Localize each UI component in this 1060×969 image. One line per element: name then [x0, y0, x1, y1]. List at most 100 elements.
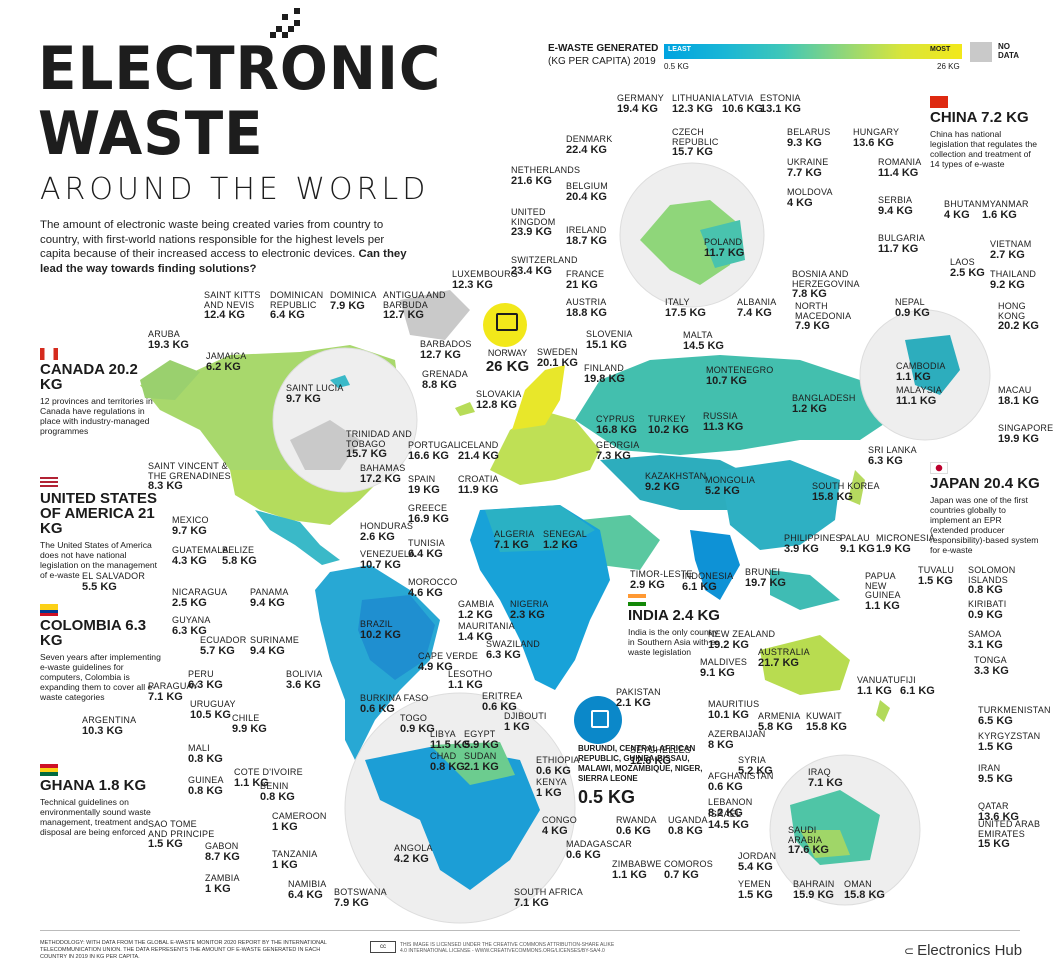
country-callout: ECUADOR 5.7 KG [200, 635, 246, 656]
country-value: 16.8 KG [596, 423, 637, 436]
country-name: LEBANON [708, 797, 753, 807]
country-callout: MADAGASCAR 0.6 KG [566, 839, 632, 860]
country-callout: CROATIA 11.9 KG [458, 474, 499, 495]
country-value: 0.6 KG [708, 780, 743, 793]
country-callout: BELGIUM 20.4 KG [566, 181, 608, 202]
country-value: 15 KG [978, 838, 1010, 850]
country-value: 7.9 KG [334, 896, 369, 909]
country-name: MACAU [998, 385, 1032, 395]
country-callout: VIETNAM 2.7 KG [990, 239, 1031, 260]
country-name: SLOVENIA [586, 329, 633, 339]
country-value: 20.2 KG [998, 320, 1039, 332]
country-name: IRELAND [566, 225, 607, 235]
country-name: CHAD [430, 751, 457, 761]
country-name: SENEGAL [543, 529, 587, 539]
country-value: 9.2 KG [990, 278, 1025, 291]
country-value: 7.4 KG [737, 306, 772, 319]
country-value: 8.2 KG [708, 806, 743, 819]
country-callout: GAMBIA 1.2 KG [458, 599, 495, 620]
country-callout: GUATEMALA 4.3 KG [172, 545, 229, 566]
country-value: 6.3 KG [172, 624, 207, 637]
country-name: GAMBIA [458, 599, 495, 609]
country-name: PANAMA [250, 587, 289, 597]
country-value: 13.1 KG [760, 102, 801, 115]
country-callout: SAINT LUCIA 9.7 KG [286, 383, 344, 404]
country-value: 14.5 KG [708, 818, 749, 831]
country-callout: UNITED KINGDOM 23.9 KG [511, 207, 555, 238]
country-value: 13.6 KG [853, 136, 894, 149]
country-name: JAMAICA [206, 351, 247, 361]
country-callout: VANUATU 1.1 KG [857, 675, 901, 696]
country-value: 18.7 KG [566, 234, 607, 247]
country-value: 15.8 KG [812, 490, 853, 503]
country-name: RWANDA [616, 815, 657, 825]
country-callout: PAKISTAN 2.1 KG [616, 687, 661, 708]
country-name: SWAZILAND [486, 639, 540, 649]
country-value: 9.2 KG [645, 480, 680, 493]
country-value: 4.6 KG [408, 586, 443, 599]
brand-name: Electronics Hub [917, 942, 1023, 959]
country-value: 7.1 KG [808, 776, 843, 789]
country-callout: BELARUS 9.3 KG [787, 127, 830, 148]
country-value: 7.1 KG [514, 896, 549, 909]
country-name: TURKMENISTAN [978, 705, 1051, 715]
map-new-zealand [876, 700, 890, 722]
country-callout: UNITED ARAB EMIRATES 15 KG [978, 819, 1040, 850]
country-name: COMOROS [664, 859, 713, 869]
country-name: ISRAEL [708, 809, 742, 819]
country-name: CAMBODIA [896, 361, 946, 371]
country-name: YEMEN [738, 879, 772, 889]
country-callout: MALDIVES 9.1 KG [700, 657, 748, 678]
country-value: 4 KG [787, 196, 813, 209]
country-value: 2.9 KG [630, 578, 665, 591]
country-name: ANGOLA [394, 843, 433, 853]
country-name: VANUATU [857, 675, 901, 685]
country-value: 12.6 KG [630, 754, 671, 767]
country-value: 20.1 KG [537, 356, 578, 369]
lowest-waste-bin-icon [591, 710, 609, 728]
country-value: 2.3 KG [510, 608, 545, 621]
country-name: SRI LANKA [868, 445, 917, 455]
country-callout: LESOTHO 1.1 KG [448, 669, 492, 690]
country-callout: AUSTRIA 18.8 KG [566, 297, 607, 318]
country-name: MALAYSIA [896, 385, 942, 395]
country-name: HUNGARY [853, 127, 900, 137]
country-value: 5.2 KG [705, 484, 740, 497]
country-value: 19.7 KG [745, 576, 786, 589]
map-china [720, 460, 840, 550]
country-callout: KUWAIT 15.8 KG [806, 711, 847, 732]
country-name: MOROCCO [408, 577, 458, 587]
country-value: 6.3 KG [486, 648, 521, 661]
map-se-asia [770, 570, 840, 610]
country-name: SOLOMON ISLANDS [968, 565, 1016, 585]
country-name: SYRIA [738, 755, 767, 765]
country-value: 15.8 KG [844, 888, 885, 901]
legend-most: MOST [930, 46, 951, 53]
country-value: 4.9 KG [418, 660, 453, 673]
country-name: NEW ZEALAND [708, 629, 776, 639]
country-callout: DJIBOUTI 1 KG [504, 711, 547, 732]
country-name: AZERBAIJAN [708, 729, 766, 739]
country-name: SLOVAKIA [476, 389, 522, 399]
country-name: DOMINICAN REPUBLIC [270, 290, 324, 310]
country-name: MALDIVES [700, 657, 748, 667]
country-value: 1 KG [272, 858, 298, 871]
country-value: 15.7 KG [672, 146, 713, 158]
country-callout: JAMAICA 6.2 KG [206, 351, 247, 372]
country-callout: UGANDA 0.8 KG [668, 815, 708, 836]
country-callout: SYRIA 5.2 KG [738, 755, 773, 776]
country-callout: VENEZUELA 10.7 KG [360, 549, 415, 570]
country-value: 19.4 KG [617, 102, 658, 115]
country-callout: SERBIA 9.4 KG [878, 195, 913, 216]
country-callout: SEYCHELLES 12.6 KG [630, 745, 691, 767]
country-callout: CAMEROON 1 KG [272, 811, 327, 832]
country-callout: QATAR 13.6 KG [978, 801, 1019, 822]
country-value: 4 KG [944, 208, 970, 221]
country-callout: BRUNEI 19.7 KG [745, 567, 786, 589]
country-name: SUDAN [464, 751, 497, 761]
norway-feature: NORWAY 26 KG [485, 348, 530, 375]
map-greenland [400, 290, 470, 340]
country-value: 8.3 KG [148, 480, 183, 492]
country-value: 3.3 KG [974, 664, 1009, 677]
